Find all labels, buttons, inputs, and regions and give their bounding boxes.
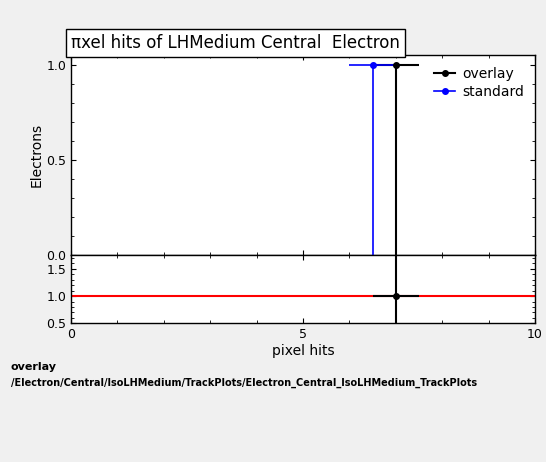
Text: overlay: overlay xyxy=(11,362,57,372)
Y-axis label: Electrons: Electrons xyxy=(29,123,43,187)
Text: πxel hits of LHMedium Central  Electron: πxel hits of LHMedium Central Electron xyxy=(71,35,400,53)
Legend: overlay, standard: overlay, standard xyxy=(430,62,528,103)
Text: /Electron/Central/IsoLHMedium/TrackPlots/Electron_Central_IsoLHMedium_TrackPlots: /Electron/Central/IsoLHMedium/TrackPlots… xyxy=(11,378,477,388)
X-axis label: pixel hits: pixel hits xyxy=(272,344,334,358)
